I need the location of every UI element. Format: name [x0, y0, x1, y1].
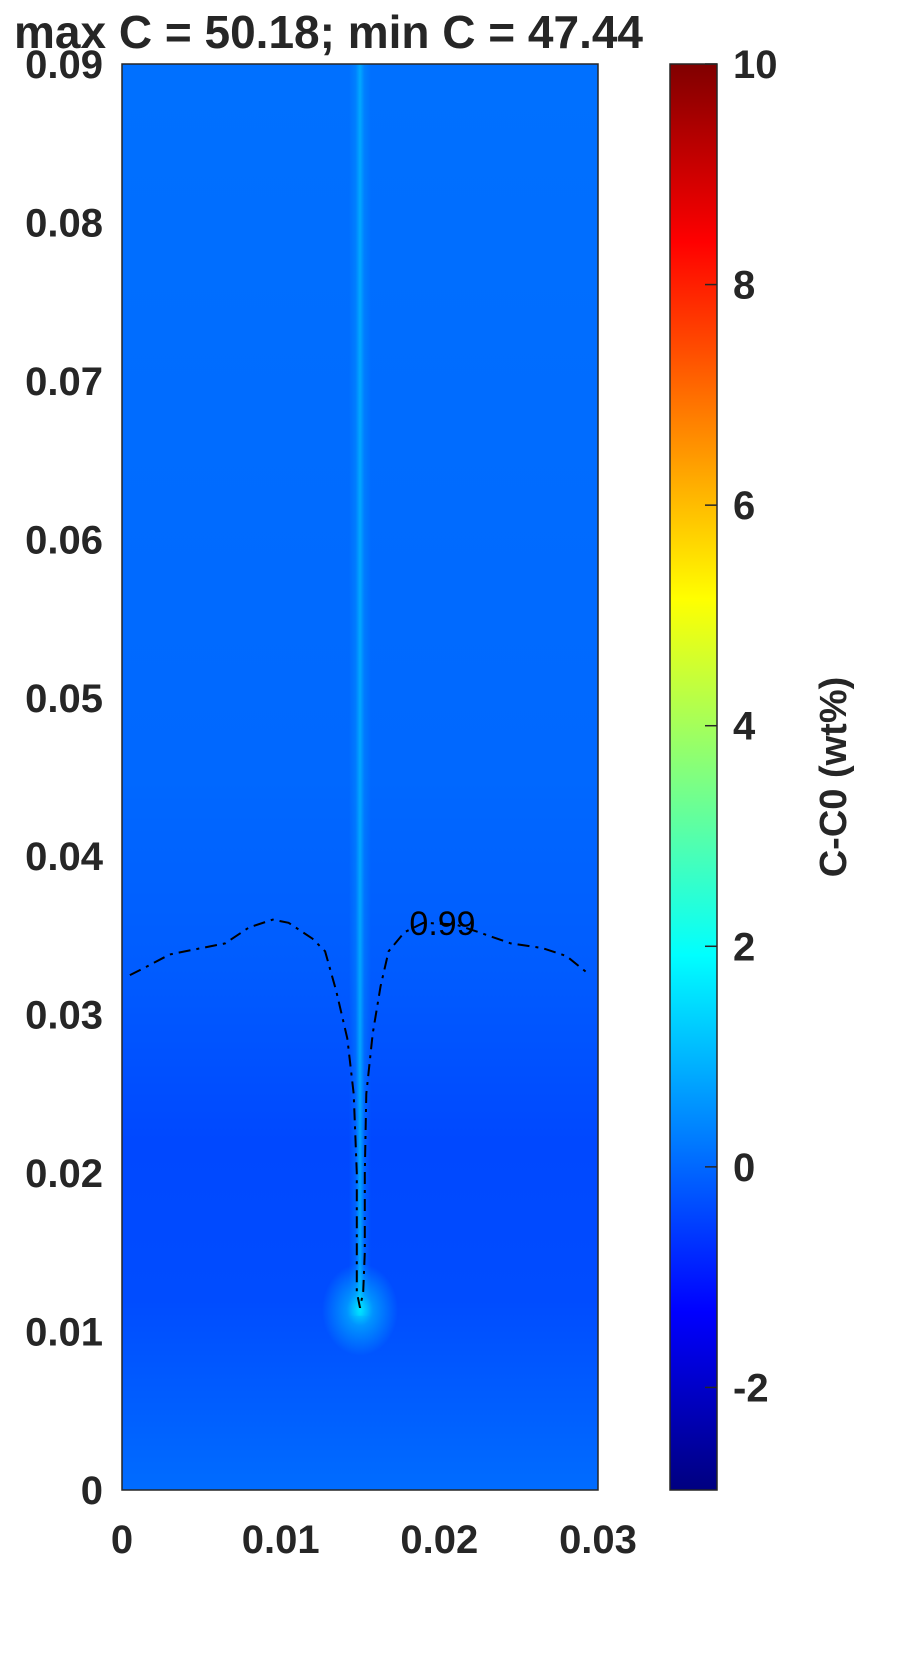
- y-tick-label: 0.04: [25, 835, 104, 879]
- y-tick-label: 0: [81, 1469, 103, 1513]
- y-tick-label: 0.07: [25, 360, 103, 404]
- colorbar-tick-label: -2: [733, 1366, 769, 1410]
- x-tick-label: 0: [111, 1518, 133, 1562]
- y-tick-label: 0.01: [25, 1311, 103, 1355]
- y-tick-label: 0.06: [25, 518, 103, 562]
- colorbar-tick-label: 2: [733, 925, 755, 969]
- colorbar-tick-label: 8: [733, 264, 755, 308]
- plot-frame: [121, 63, 599, 1491]
- x-tick-label: 0.01: [242, 1518, 320, 1562]
- contour-label: 0.99: [409, 905, 475, 943]
- channel-root-glow: [322, 1263, 398, 1356]
- plot-area: 0.99: [121, 63, 599, 1491]
- y-tick-label: 0.03: [25, 994, 103, 1038]
- y-tick-label: 0.08: [25, 201, 103, 245]
- segregation-channel: [349, 64, 371, 1316]
- contour-line: [129, 918, 591, 1308]
- colorbar-tick-label: 10: [733, 43, 778, 87]
- x-tick-label: 0.02: [400, 1518, 478, 1562]
- y-tick-label: 0.09: [25, 43, 103, 87]
- x-axis: 0 0.01 0.02 0.03: [111, 1518, 637, 1562]
- colorbar-label: C-C0 (wt%): [813, 677, 855, 878]
- colorbar-ticks: -2 0 2 4 6 8 10: [705, 43, 778, 1410]
- colorbar-tick-label: 4: [733, 705, 756, 749]
- colorbar-gradient: [669, 63, 718, 1491]
- colorbar-tick-label: 0: [733, 1146, 755, 1190]
- y-tick-label: 0.02: [25, 1152, 103, 1196]
- chart-title: max C = 50.18; min C = 47.44: [14, 6, 643, 58]
- y-axis: 0 0.01 0.02 0.03 0.04 0.05 0.06 0.07 0.08 0.09: [25, 43, 104, 1513]
- y-tick-label: 0.05: [25, 677, 103, 721]
- colorbar: -2 0 2 4 6 8 10 C-C0 (wt%): [669, 43, 855, 1491]
- colorbar-tick-label: 6: [733, 484, 755, 528]
- x-tick-label: 0.03: [559, 1518, 637, 1562]
